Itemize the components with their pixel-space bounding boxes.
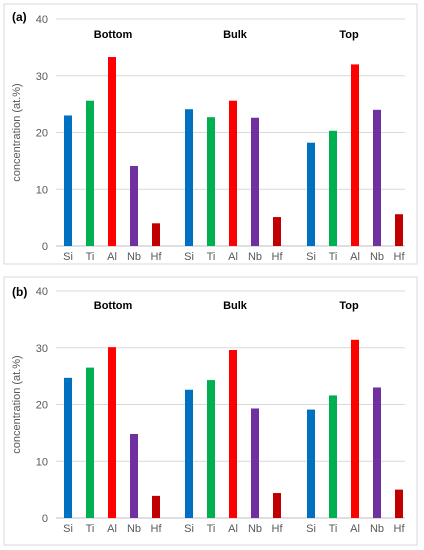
bar-ti [207,380,215,518]
x-tick-label: Al [350,251,360,263]
group-title: Top [339,300,359,312]
bar-ti [329,395,337,518]
bar-si [185,109,193,246]
y-axis-label: concentration (at.%) [11,355,23,453]
bar-al [351,339,359,518]
x-tick-label: Hf [394,251,406,263]
bar-hf [152,223,160,246]
y-tick-label: 40 [36,286,48,298]
bar-si [185,389,193,518]
bar-hf [273,493,281,518]
group-title: Bottom [94,300,133,312]
group-title: Bulk [223,300,248,312]
x-tick-label: Si [184,251,194,263]
y-tick-label: 20 [36,128,48,140]
bar-ti [86,367,94,518]
y-tick-label: 20 [36,400,48,412]
group-title: Bottom [94,29,133,41]
bar-al [229,100,237,246]
group-title: Top [339,29,359,41]
bar-al [351,64,359,247]
x-tick-label: Nb [127,523,141,535]
y-tick-label: 30 [36,343,48,355]
bar-hf [395,489,403,518]
x-tick-label: Si [306,523,316,535]
bar-hf [273,217,281,246]
x-tick-label: Hf [272,251,284,263]
panel-label: (a) [12,10,27,24]
bar-nb [251,117,259,247]
x-tick-label: Nb [248,523,262,535]
x-tick-label: Al [228,251,238,263]
x-tick-label: Al [107,523,117,535]
x-tick-label: Ti [329,523,338,535]
panel-label: (b) [12,285,27,299]
bar-ti [86,100,94,246]
y-tick-label: 30 [36,71,48,83]
bar-ti [207,117,215,247]
bar-hf [395,214,403,246]
x-tick-label: Ti [329,251,338,263]
x-tick-label: Nb [370,251,384,263]
bar-nb [373,387,381,518]
bar-si [307,409,315,518]
x-tick-label: Ti [86,251,95,263]
x-tick-label: Si [184,523,194,535]
x-tick-label: Al [107,251,117,263]
y-tick-label: 0 [42,513,48,525]
x-tick-label: Al [228,523,238,535]
x-tick-label: Si [306,251,316,263]
x-tick-label: Nb [248,251,262,263]
y-tick-label: 40 [36,14,48,26]
bar-nb [251,408,259,518]
y-tick-label: 10 [36,456,48,468]
x-tick-label: Ti [86,523,95,535]
y-tick-label: 0 [42,241,48,253]
x-tick-label: Hf [151,523,163,535]
x-tick-label: Ti [207,251,216,263]
x-tick-label: Hf [272,523,284,535]
y-axis-label: concentration (at.%) [11,83,23,181]
y-tick-label: 10 [36,184,48,196]
bar-si [64,377,72,518]
bar-ti [329,130,337,246]
bar-si [64,115,72,246]
bar-al [108,347,116,518]
bar-hf [152,495,160,518]
x-tick-label: Ti [207,523,216,535]
x-tick-label: Al [350,523,360,535]
group-title: Bulk [223,29,248,41]
x-tick-label: Hf [394,523,406,535]
bar-al [108,57,116,247]
x-tick-label: Nb [127,251,141,263]
x-tick-label: Hf [151,251,163,263]
bar-al [229,350,237,518]
x-tick-label: Nb [370,523,384,535]
bar-si [307,142,315,246]
x-tick-label: Si [63,251,73,263]
bar-nb [130,434,138,518]
x-tick-label: Si [63,523,73,535]
bar-nb [373,109,381,246]
bar-nb [130,165,138,246]
